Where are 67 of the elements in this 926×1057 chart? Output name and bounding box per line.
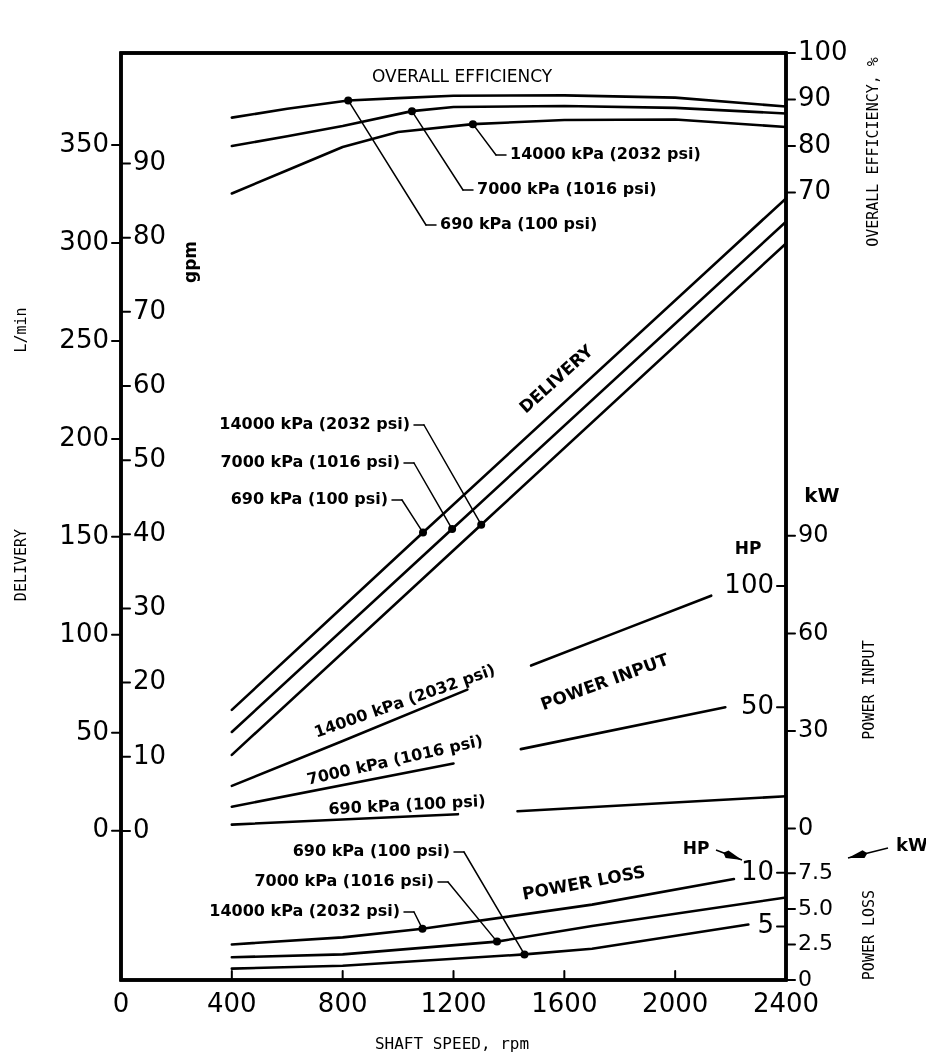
y-axis-title: OVERALL EFFICIENCY, % xyxy=(863,57,882,247)
y-tick-label: 7.5 xyxy=(798,859,833,885)
point xyxy=(418,924,427,933)
y-tick-label: 350 xyxy=(59,127,109,158)
legend-label: 7000 kPa (1016 psi) xyxy=(477,179,657,199)
y2-tick-label: 80 xyxy=(133,220,167,251)
y-tick-label: 150 xyxy=(59,519,109,550)
legend-label: 14000 kPa (2032 psi) xyxy=(209,901,400,921)
legend-label: 14000 kPa (2032 psi) xyxy=(510,144,701,164)
legend-label: 7000 kPa (1016 psi) xyxy=(254,871,434,891)
legend-label: 14000 kPa (2032 psi) xyxy=(219,414,410,434)
y-tick-label: 50 xyxy=(75,715,109,746)
y-tick-label: 30 xyxy=(798,715,829,744)
y-tick-label: 70 xyxy=(798,175,832,206)
y2-tick-label: 50 xyxy=(740,689,774,720)
annotation: POWER LOSS xyxy=(520,861,647,904)
legend-label: 690 kPa (100 psi) xyxy=(440,214,598,234)
y-tick-label: 90 xyxy=(798,520,829,549)
y2-tick-label: 30 xyxy=(133,591,167,622)
series-label: 690 kPa (100 psi) xyxy=(327,791,486,819)
y-axis-title: kW xyxy=(804,483,840,508)
x-tick-label: 2000 xyxy=(642,987,709,1018)
x-tick-label: 400 xyxy=(207,987,257,1018)
x-tick-label: 0 xyxy=(112,987,130,1018)
x-tick-label: 1200 xyxy=(420,987,487,1018)
x-axis-title: SHAFT SPEED, rpm xyxy=(374,1034,530,1054)
text: POWER INPUT xyxy=(859,640,878,740)
x-tick-label: 800 xyxy=(317,987,368,1018)
point xyxy=(493,937,501,946)
legend-label: 690 kPa (100 psi) xyxy=(292,841,450,861)
y-tick-label: 90 xyxy=(798,82,832,113)
y2-tick-label: 20 xyxy=(133,665,167,696)
legend-label: 690 kPa (100 psi) xyxy=(230,489,388,509)
x-tick-label: 1600 xyxy=(531,987,598,1018)
annotation: OVERALL EFFICIENCY xyxy=(371,66,553,87)
point xyxy=(468,120,477,129)
legend-label: 7000 kPa (1016 psi) xyxy=(220,452,400,472)
y-tick-label: 100 xyxy=(798,35,848,66)
y2-tick-label: 60 xyxy=(133,368,167,399)
y-tick-label: 80 xyxy=(798,128,832,159)
y-tick-label: 5.0 xyxy=(798,894,833,920)
y-tick-label: 100 xyxy=(59,617,109,648)
y-tick-label: 250 xyxy=(59,323,109,354)
y-tick-label: 2.5 xyxy=(798,930,833,956)
y2-axis-title: gpm xyxy=(180,240,201,284)
point xyxy=(520,950,529,959)
y-tick-label: 0 xyxy=(92,813,109,844)
y2-tick-label: 40 xyxy=(133,517,167,548)
y-tick-label: 0 xyxy=(798,812,814,841)
text: POWER LOSS xyxy=(859,889,878,981)
y2-tick-label: 10 xyxy=(740,855,774,886)
y2-axis-title: HP xyxy=(734,538,762,559)
point xyxy=(344,96,353,105)
y-tick-label: 300 xyxy=(59,225,109,256)
text: DELIVERY xyxy=(11,528,30,602)
y2-tick-label: 0 xyxy=(133,813,150,844)
y2-tick-label: 70 xyxy=(133,294,167,325)
y2-axis-title: HP xyxy=(682,838,710,859)
y2-tick-label: 100 xyxy=(724,568,774,599)
y2-tick-label: 90 xyxy=(133,146,167,177)
point xyxy=(407,107,416,116)
y-axis-title: L/min xyxy=(11,307,30,353)
y-tick-label: 200 xyxy=(59,421,109,452)
y2-tick-label: 50 xyxy=(133,442,167,473)
y-tick-label: 60 xyxy=(798,617,829,646)
y2-tick-label: 10 xyxy=(133,739,167,770)
y2-tick-label: 5 xyxy=(757,909,774,940)
